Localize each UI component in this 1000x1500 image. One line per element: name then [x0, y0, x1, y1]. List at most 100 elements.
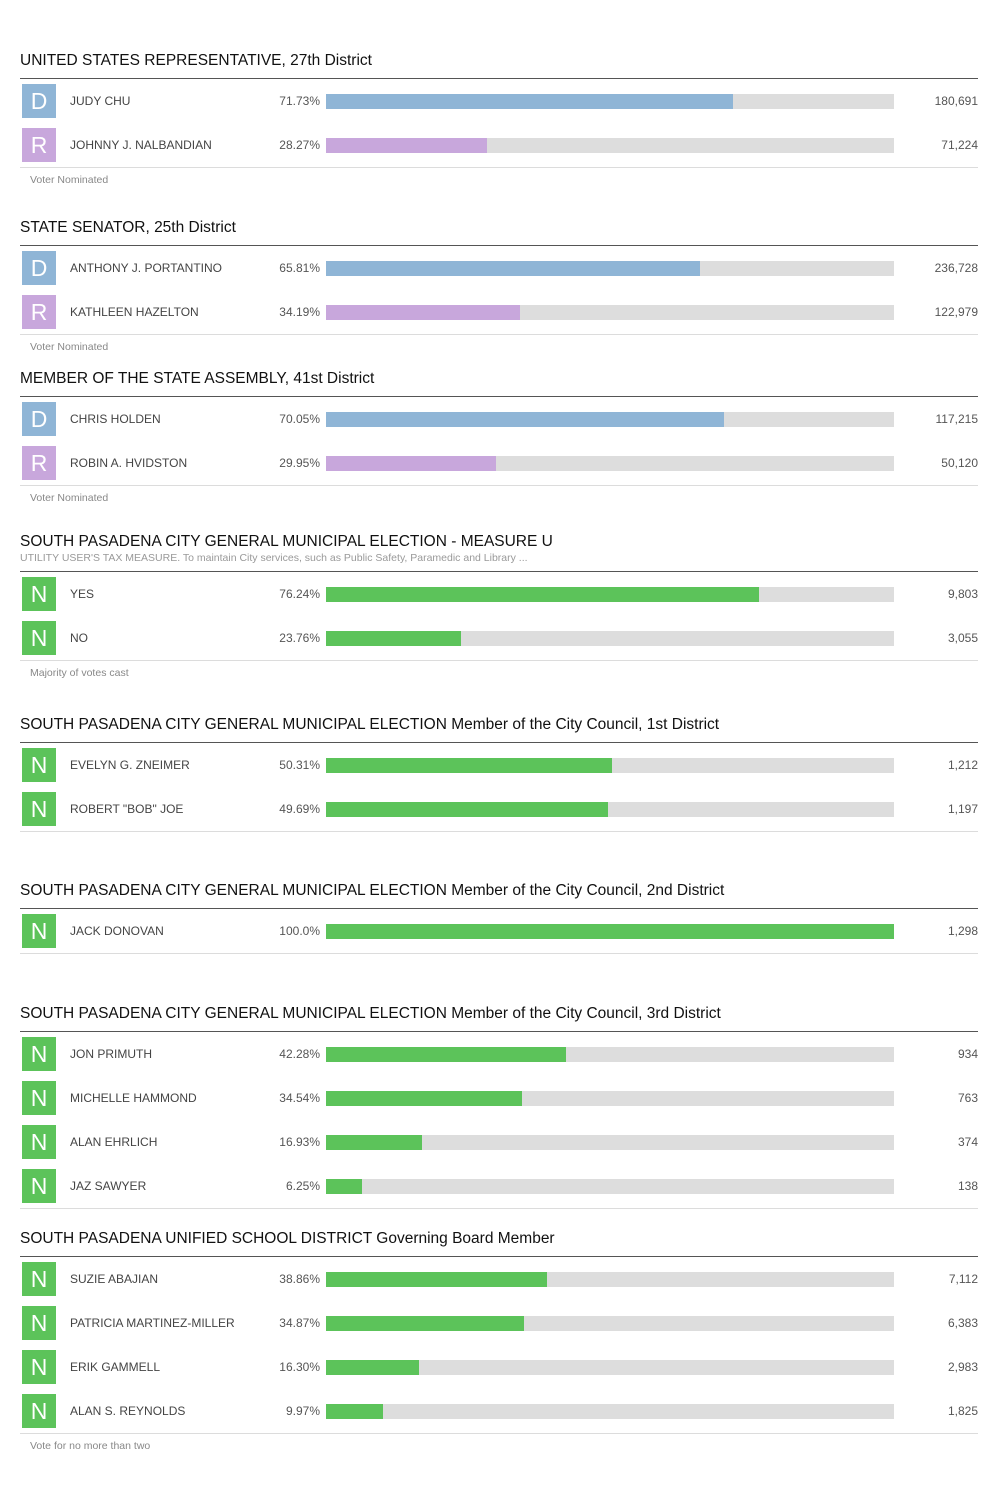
race-divider	[20, 1031, 978, 1032]
candidate-row: N ALAN EHRLICH 16.93% 374	[20, 1120, 978, 1164]
candidate-name: ALAN S. REYNOLDS	[70, 1404, 186, 1418]
race-bottom-divider	[20, 1433, 978, 1434]
vote-bar-track	[326, 305, 894, 320]
party-badge: N	[22, 748, 56, 782]
vote-count: 236,728	[934, 261, 978, 275]
race-bottom-divider	[20, 1208, 978, 1209]
vote-bar-fill	[326, 1272, 547, 1287]
vote-bar-fill	[326, 631, 461, 646]
vote-bar-track	[326, 412, 894, 427]
party-badge: D	[22, 251, 56, 285]
vote-percentage: 42.28%	[279, 1047, 320, 1061]
vote-percentage: 34.54%	[279, 1091, 320, 1105]
vote-percentage: 29.95%	[279, 456, 320, 470]
race-divider	[20, 571, 978, 572]
vote-count: 117,215	[935, 412, 979, 426]
candidate-name: SUZIE ABAJIAN	[70, 1272, 159, 1286]
candidate-row: N YES 76.24% 9,803	[20, 572, 978, 616]
party-badge: N	[22, 621, 56, 655]
race-divider	[20, 742, 978, 743]
candidate-name: NO	[70, 631, 88, 645]
race-section: MEMBER OF THE STATE ASSEMBLY, 41st Distr…	[20, 368, 978, 504]
vote-bar-fill	[326, 758, 612, 773]
party-badge: N	[22, 1169, 56, 1203]
candidate-name: YES	[70, 587, 95, 601]
candidate-row: R ROBIN A. HVIDSTON 29.95% 50,120	[20, 441, 978, 485]
vote-percentage: 38.86%	[279, 1272, 320, 1286]
race-bottom-divider	[20, 953, 978, 954]
vote-percentage: 6.25%	[285, 1179, 320, 1193]
candidate-name: ANTHONY J. PORTANTINO	[70, 261, 223, 275]
vote-count: 7,112	[948, 1272, 978, 1286]
race-section: STATE SENATOR, 25th District D ANTHONY J. …	[20, 217, 978, 353]
vote-bar-fill	[326, 587, 760, 602]
party-badge: D	[22, 402, 56, 436]
vote-percentage: 76.24%	[279, 587, 320, 601]
vote-bar-fill	[326, 261, 700, 276]
candidate-name: ALAN EHRLICH	[70, 1135, 158, 1149]
candidate-row: N ROBERT "BOB" JOE 49.69% 1,197	[20, 787, 978, 831]
vote-percentage: 16.93%	[279, 1135, 320, 1149]
vote-bar-track	[326, 1360, 894, 1375]
candidate-row: D CHRIS HOLDEN 70.05% 117,215	[20, 397, 978, 441]
vote-bar-fill	[326, 1091, 523, 1106]
party-badge: N	[22, 792, 56, 826]
vote-bar-track	[326, 1272, 894, 1287]
party-badge: N	[22, 1037, 56, 1071]
vote-percentage: 100.0%	[279, 924, 320, 938]
candidate-row: N NO 23.76% 3,055	[20, 616, 978, 660]
race-note: Vote for no more than two	[30, 1440, 151, 1452]
candidate-row: R KATHLEEN HAZELTON 34.19% 122,979	[20, 290, 978, 334]
race-divider	[20, 245, 978, 246]
vote-percentage: 50.31%	[279, 758, 320, 772]
vote-count: 6,383	[947, 1316, 978, 1330]
vote-bar-track	[326, 587, 894, 602]
vote-bar-track	[326, 924, 894, 939]
party-badge: N	[22, 1350, 56, 1384]
vote-percentage: 9.97%	[285, 1404, 320, 1418]
candidate-row: N EVELYN G. ZNEIMER 50.31% 1,212	[20, 743, 978, 787]
race-bottom-divider	[20, 167, 978, 168]
candidate-name: ROBERT "BOB" JOE	[70, 802, 184, 816]
vote-bar-fill	[326, 802, 609, 817]
candidate-name: JUDY CHU	[70, 94, 131, 108]
vote-bar-track	[326, 1179, 894, 1194]
vote-count: 1,212	[947, 758, 978, 772]
vote-bar-track	[326, 261, 894, 276]
race-section: SOUTH PASADENA CITY GENERAL MUNICIPAL EL…	[20, 531, 978, 679]
vote-bar-fill	[326, 138, 487, 153]
vote-count: 3,055	[947, 631, 978, 645]
party-badge: R	[22, 128, 56, 162]
candidate-row: N JAZ SAWYER 6.25% 138	[20, 1164, 978, 1208]
vote-bar-fill	[326, 1135, 423, 1150]
race-title: SOUTH PASADENA CITY GENERAL MUNICIPAL EL…	[20, 1005, 721, 1022]
candidate-row: N JON PRIMUTH 42.28% 934	[20, 1032, 978, 1076]
race-title: UNITED STATES REPRESENTATIVE, 27th Distr…	[20, 52, 372, 69]
party-badge: N	[22, 1262, 56, 1296]
candidate-row: D JUDY CHU 71.73% 180,691	[20, 79, 978, 123]
vote-percentage: 34.19%	[279, 305, 320, 319]
vote-bar-track	[326, 1316, 894, 1331]
vote-bar-fill	[326, 924, 894, 939]
party-badge: N	[22, 577, 56, 611]
vote-percentage: 28.27%	[279, 138, 320, 152]
race-divider	[20, 78, 978, 79]
vote-count: 138	[957, 1179, 978, 1193]
vote-bar-track	[326, 1047, 894, 1062]
vote-count: 50,120	[941, 456, 978, 470]
vote-bar-track	[326, 138, 894, 153]
vote-count: 71,224	[941, 138, 978, 152]
race-title: STATE SENATOR, 25th District	[20, 219, 236, 236]
vote-percentage: 65.81%	[279, 261, 320, 275]
vote-bar-track	[326, 802, 894, 817]
race-section: SOUTH PASADENA CITY GENERAL MUNICIPAL EL…	[20, 1003, 978, 1209]
race-title: SOUTH PASADENA CITY GENERAL MUNICIPAL EL…	[20, 882, 725, 899]
party-badge: N	[22, 1306, 56, 1340]
vote-percentage: 70.05%	[279, 412, 320, 426]
party-badge: N	[22, 1081, 56, 1115]
vote-count: 763	[957, 1091, 978, 1105]
party-badge: N	[22, 914, 56, 948]
candidate-name: PATRICIA MARTINEZ-MILLER	[70, 1316, 235, 1330]
vote-percentage: 49.69%	[279, 802, 320, 816]
vote-count: 1,197	[947, 802, 978, 816]
